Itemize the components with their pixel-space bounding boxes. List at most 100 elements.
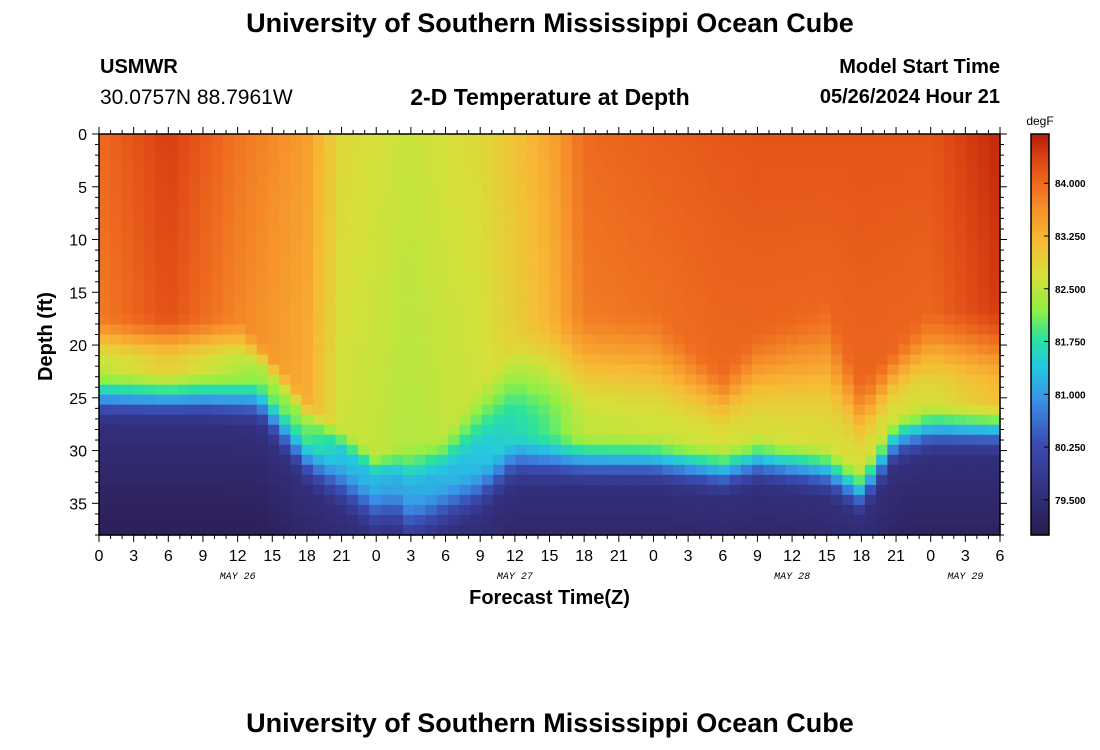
heatmap-cell [222, 144, 235, 155]
heatmap-cell [256, 254, 269, 265]
heatmap-cell [876, 244, 888, 255]
heatmap-cell [335, 174, 348, 185]
heatmap-cell [414, 204, 427, 215]
heatmap-cell [380, 404, 393, 416]
heatmap-cell [853, 234, 866, 245]
heatmap-cell [887, 314, 900, 326]
heatmap-cell [515, 254, 528, 265]
heatmap-cell [414, 284, 427, 296]
heatmap-cell [684, 504, 697, 516]
heatmap-cell [786, 254, 798, 265]
heatmap-cell [166, 254, 179, 265]
heatmap-cell [504, 174, 517, 185]
heatmap-cell [121, 434, 134, 446]
heatmap-cell [358, 334, 370, 346]
heatmap-cell [391, 354, 404, 366]
heatmap-cell [290, 234, 303, 245]
heatmap-cell [966, 404, 979, 416]
colorbar-segment [1031, 321, 1049, 326]
heatmap-cell [256, 434, 269, 446]
heatmap-cell [774, 444, 787, 456]
heatmap-cell [740, 144, 753, 155]
heatmap-cell [729, 164, 742, 175]
heatmap-cell [132, 384, 145, 396]
heatmap-cell [898, 164, 911, 175]
heatmap-cell [256, 514, 269, 526]
heatmap-cell [99, 444, 111, 456]
heatmap-cell [200, 254, 213, 265]
x-tick-label: 6 [441, 548, 450, 565]
heatmap-cell [650, 284, 663, 296]
heatmap-cell [650, 144, 663, 155]
colorbar-segment [1031, 374, 1049, 379]
heatmap-cell [121, 304, 134, 316]
heatmap-cell [414, 174, 427, 185]
heatmap-cell [853, 244, 866, 255]
heatmap-cell [177, 144, 190, 155]
heatmap-cell [786, 404, 798, 416]
heatmap-cell [943, 414, 956, 426]
heatmap-cell [256, 404, 269, 416]
heatmap-cell [943, 204, 956, 215]
heatmap-cell [650, 454, 663, 466]
heatmap-cell [448, 274, 460, 285]
heatmap-cell [403, 494, 415, 506]
heatmap-cell [425, 314, 438, 326]
heatmap-cell [425, 244, 438, 255]
heatmap-cell [594, 354, 607, 366]
heatmap-cell [279, 504, 292, 516]
heatmap-cell [763, 424, 776, 436]
heatmap-cell [312, 484, 325, 496]
heatmap-cell [549, 434, 562, 446]
heatmap-cell [909, 204, 922, 215]
heatmap-cell [358, 524, 370, 536]
heatmap-cell [808, 214, 821, 225]
heatmap-cell [808, 354, 821, 366]
heatmap-cell [887, 254, 900, 265]
heatmap-cell [842, 134, 855, 145]
heatmap-cell [662, 244, 674, 255]
colorbar-segment [1031, 337, 1049, 342]
heatmap-cell [335, 464, 348, 476]
colorbar-segment [1031, 260, 1049, 265]
heatmap-cell [876, 164, 888, 175]
heatmap-cell [673, 494, 686, 506]
heatmap-cell [391, 174, 404, 185]
heatmap-cell [977, 494, 990, 506]
heatmap-cell [909, 164, 922, 175]
heatmap-cell [932, 264, 945, 275]
heatmap-cell [707, 284, 720, 296]
heatmap-cell [718, 304, 731, 316]
heatmap-cell [504, 154, 517, 165]
heatmap-cell [707, 304, 720, 316]
heatmap-cell [369, 504, 382, 516]
heatmap-cell [898, 314, 911, 326]
heatmap-cell [887, 214, 900, 225]
heatmap-cell [808, 314, 821, 326]
heatmap-cell [290, 304, 303, 316]
heatmap-cell [797, 244, 810, 255]
heatmap-cell [526, 454, 539, 466]
heatmap-cell [673, 174, 686, 185]
heatmap-cell [425, 404, 438, 416]
heatmap-cell [774, 334, 787, 346]
heatmap-cell [988, 174, 1001, 185]
heatmap-cell [752, 234, 765, 245]
heatmap-cell [144, 444, 156, 456]
heatmap-cell [459, 494, 472, 506]
heatmap-cell [425, 294, 438, 306]
heatmap-cell [572, 344, 584, 356]
heatmap-cell [932, 484, 945, 496]
heatmap-cell [481, 284, 494, 296]
heatmap-cell [425, 474, 438, 486]
heatmap-cell [177, 284, 190, 296]
heatmap-cell [312, 454, 325, 466]
heatmap-cell [99, 414, 111, 426]
heatmap-cell [425, 254, 438, 265]
heatmap-cell [921, 464, 934, 476]
heatmap-cell [132, 264, 145, 275]
heatmap-cell [740, 204, 753, 215]
heatmap-cell [887, 244, 900, 255]
heatmap-cell [684, 284, 697, 296]
heatmap-cell [425, 494, 438, 506]
